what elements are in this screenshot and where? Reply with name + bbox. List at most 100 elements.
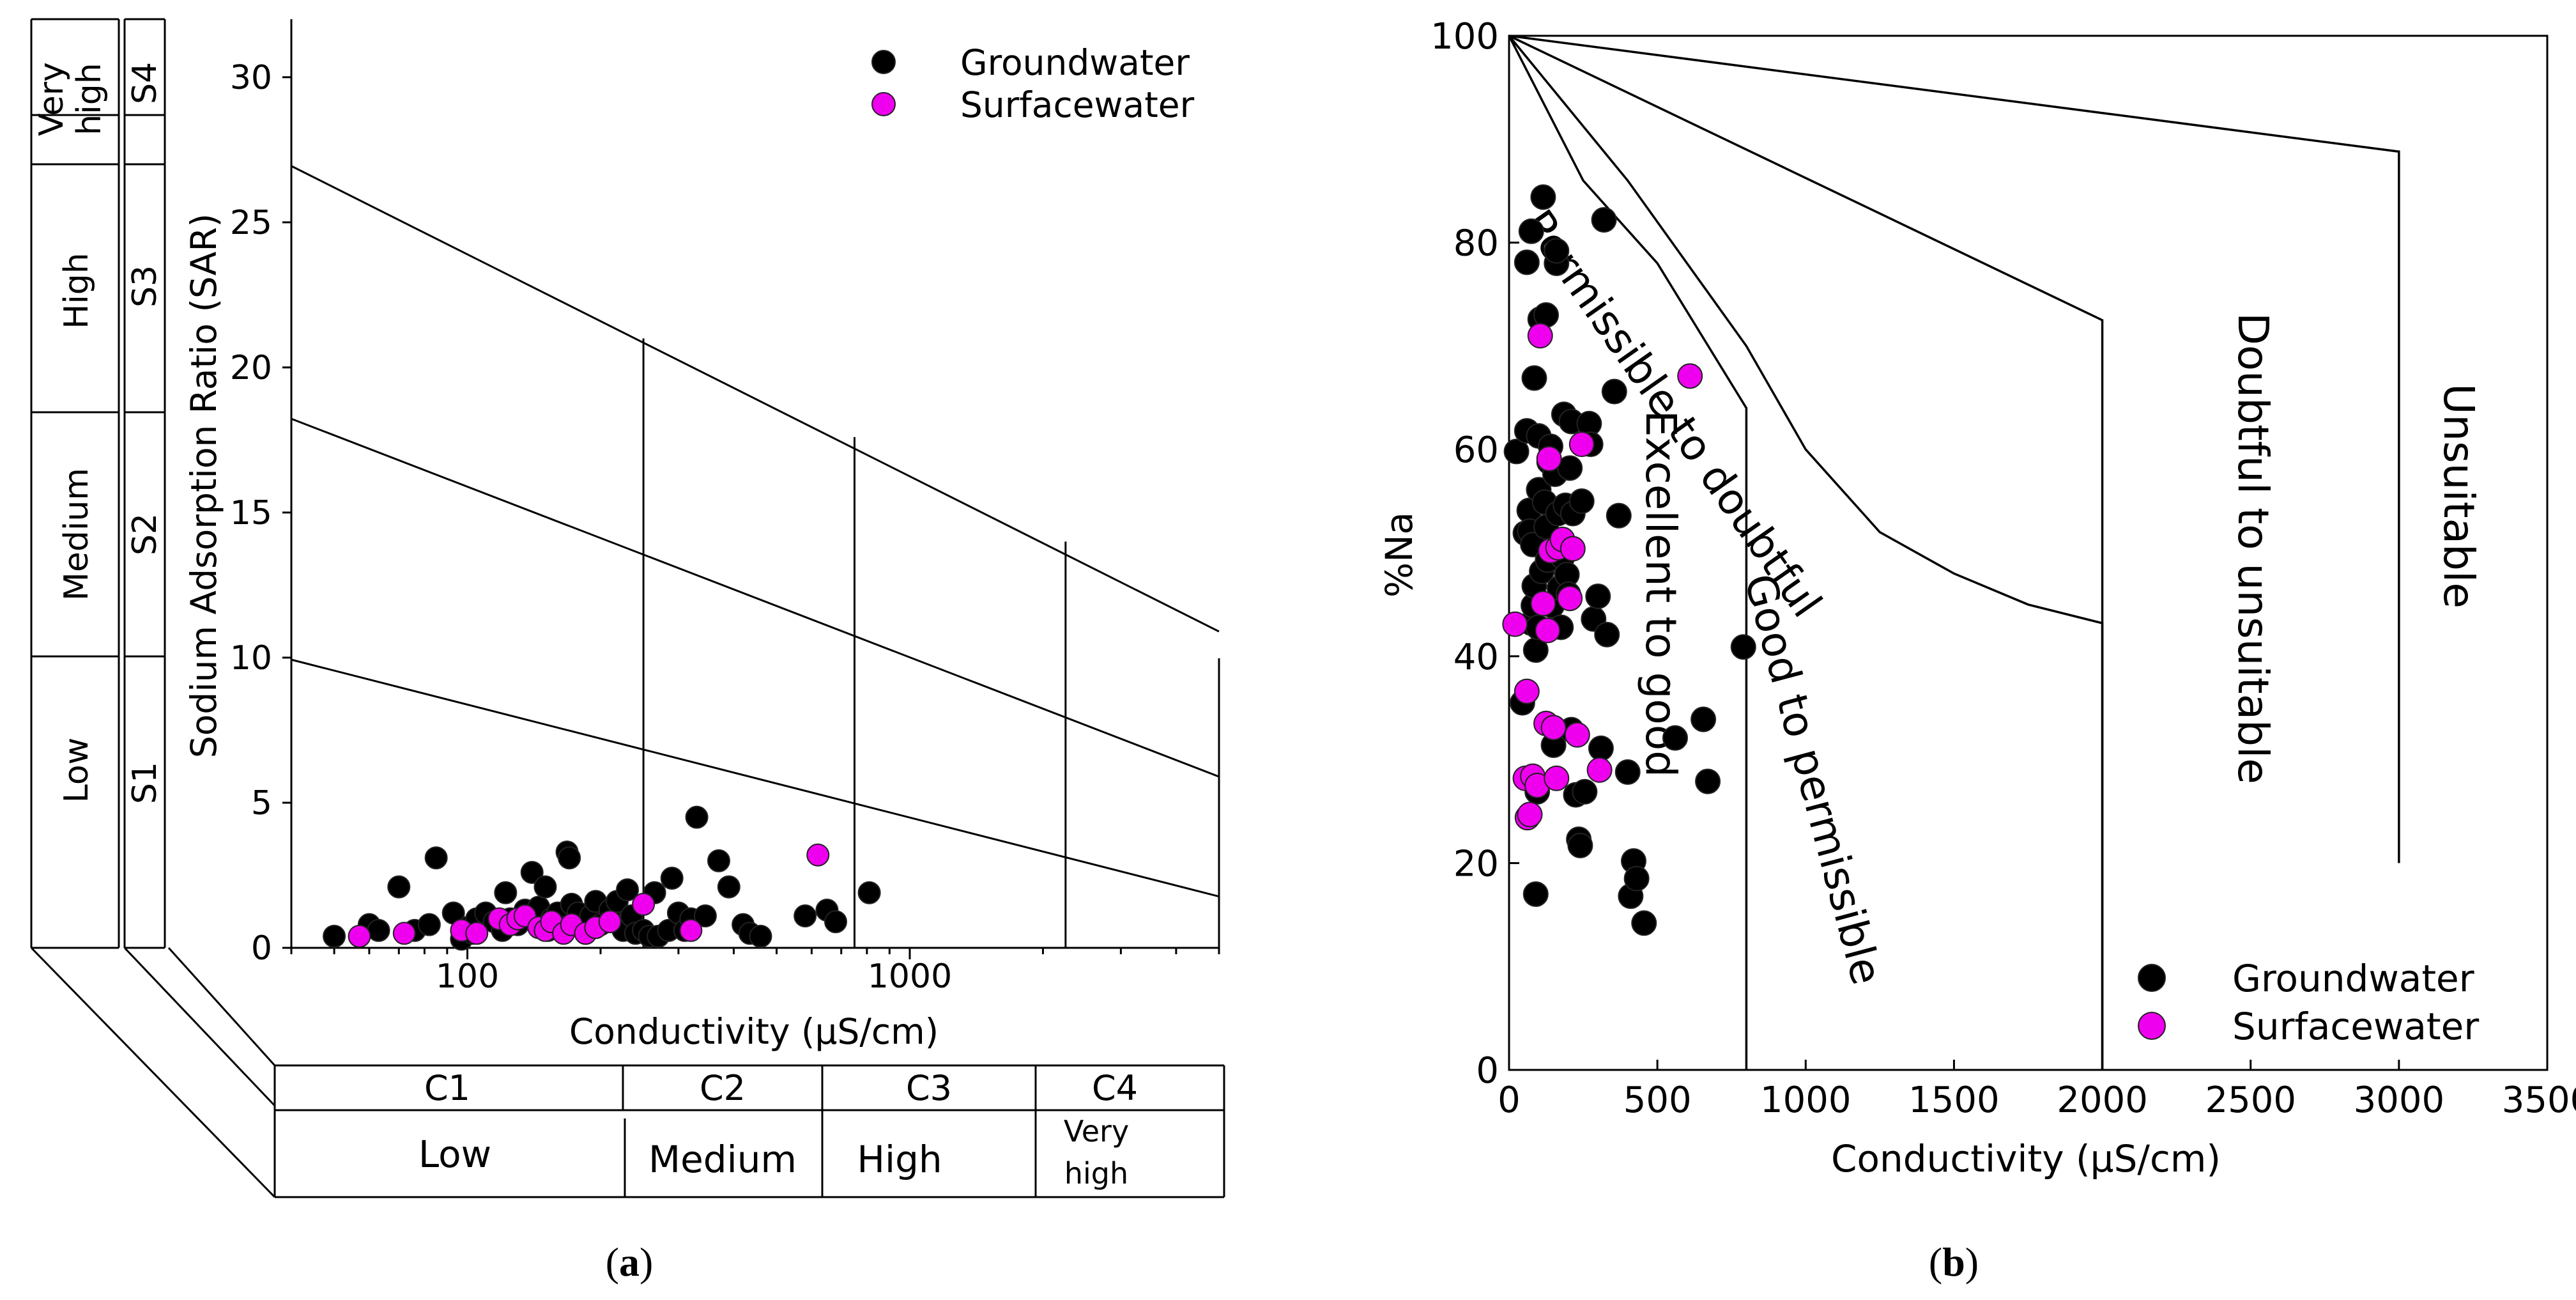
y-tick-label-30: 30	[230, 59, 272, 97]
point-b-surfacewater-8	[1530, 591, 1556, 617]
y-tick-label-b-100: 100	[1430, 16, 1499, 58]
point-b-surfacewater-0	[1502, 611, 1528, 637]
sar-class-line-2	[291, 417, 1220, 778]
plot-b-x-axis-label: Conductivity (μS/cm)	[1831, 1137, 2221, 1180]
point-b-surfacewater-14	[1544, 765, 1570, 791]
salinity-class-C3-desc: High	[857, 1138, 942, 1181]
plot-b-data-points	[1502, 184, 1756, 936]
plot-a-axis-ticks: 0 5 10 15 20 25 30 100 1000	[230, 59, 1220, 996]
x-tick-label-b-2500: 2500	[2205, 1079, 2296, 1121]
point-b-groundwater-53	[1585, 583, 1611, 609]
caption-a: (a)	[606, 1239, 654, 1285]
point-b-groundwater-48	[1568, 488, 1595, 515]
point-a-groundwater-27	[558, 846, 581, 870]
y-tick-label-b-0: 0	[1476, 1050, 1499, 1092]
point-a-groundwater-50	[685, 805, 709, 829]
panel-a: Very high S4 High S3 Medium S2 Low S1 C1…	[30, 18, 1225, 1285]
plot-a-x-axis-label: Conductivity (μS/cm)	[569, 1011, 939, 1052]
point-b-groundwater-67	[1730, 634, 1756, 660]
point-b-groundwater-49	[1572, 778, 1598, 805]
sodium-class-S3-code: S3	[126, 265, 164, 307]
point-a-groundwater-21	[533, 875, 557, 899]
point-a-surfacewater-1	[392, 922, 416, 945]
x-tick-label-b-3000: 3000	[2354, 1079, 2445, 1121]
panel-b: 0204060801000500100015002000250030003500…	[1377, 16, 2576, 1285]
point-b-surfacewater-13	[1540, 715, 1567, 741]
plot-a-frame	[290, 19, 1220, 949]
sodium-class-S3-desc: High	[57, 252, 96, 329]
point-b-groundwater-56	[1594, 621, 1620, 647]
point-b-groundwater-65	[1690, 706, 1717, 732]
class-table-connector-lines	[30, 947, 276, 1198]
class-boundary-curve-4	[1508, 35, 2400, 863]
point-b-groundwater-8	[1518, 218, 1544, 244]
point-b-groundwater-4	[1514, 249, 1540, 275]
point-b-surfacewater-10	[1535, 617, 1561, 644]
class-boundary-curve-1	[1508, 35, 1748, 1070]
legend-a-groundwater-label: Groundwater	[960, 42, 1190, 83]
point-a-groundwater-0	[323, 924, 346, 948]
plot-a-y-axis-label: Sodium Adsorption Ratio (SAR)	[183, 213, 224, 758]
plot-a-data-points	[323, 805, 881, 951]
point-b-surfacewater-2	[1514, 678, 1540, 704]
point-a-surfacewater-18	[806, 843, 830, 867]
point-a-groundwater-52	[707, 849, 731, 872]
y-tick-label-25: 25	[230, 204, 272, 242]
salinity-class-table: C1 C2 C3 C4 Low Medium High Very high	[275, 1064, 1225, 1198]
salinity-class-C1-desc: Low	[418, 1133, 491, 1176]
point-b-groundwater-66	[1695, 768, 1721, 794]
sodium-class-S4-code: S4	[126, 62, 164, 104]
x-tick-label-b-2000: 2000	[2057, 1079, 2148, 1121]
salinity-class-C4-desc-line1: Very	[1064, 1114, 1129, 1149]
point-b-groundwater-21	[1530, 184, 1556, 210]
plot-a-class-lines	[291, 165, 1220, 948]
y-tick-label-b-40: 40	[1453, 637, 1499, 678]
x-tick-label-b-1500: 1500	[1908, 1079, 2000, 1121]
point-a-groundwater-6	[424, 846, 448, 870]
point-a-groundwater-15	[494, 881, 518, 904]
point-a-groundwater-60	[857, 881, 881, 904]
y-tick-label-10: 10	[230, 639, 272, 677]
sodium-class-S2-desc: Medium	[57, 468, 96, 601]
point-b-groundwater-57	[1601, 378, 1627, 405]
point-a-surfacewater-15	[598, 910, 622, 934]
point-b-groundwater-54	[1588, 735, 1614, 761]
point-a-groundwater-46	[660, 867, 684, 890]
point-b-groundwater-59	[1614, 759, 1641, 785]
x-tick-label-b-500: 500	[1623, 1079, 1692, 1121]
x-tick-label-b-0: 0	[1498, 1079, 1521, 1121]
y-tick-label-b-60: 60	[1453, 429, 1499, 471]
point-a-groundwater-2	[367, 918, 390, 942]
point-a-surfacewater-0	[348, 924, 371, 948]
plot-b-legend: Groundwater Surfacewater	[2138, 957, 2479, 1048]
point-b-groundwater-0	[1503, 438, 1529, 465]
legend-b-surfacewater-marker	[2138, 1012, 2166, 1040]
y-tick-label-b-20: 20	[1453, 843, 1499, 885]
point-a-groundwater-53	[717, 875, 740, 899]
plot-b-axis-ticks: 0204060801000500100015002000250030003500	[1430, 16, 2576, 1121]
point-a-groundwater-57	[793, 904, 817, 928]
sodium-class-S4-label: Very high S4	[33, 62, 164, 136]
sodium-class-S1-desc: Low	[57, 738, 96, 803]
legend-a-groundwater-marker	[871, 50, 896, 74]
region-label-excellent-to-good: Excellent to good	[1636, 410, 1685, 777]
sodium-class-S4-desc-line2: high	[70, 63, 109, 135]
x-tick-label-100: 100	[436, 957, 499, 996]
class-boundary-curve-2	[1508, 35, 2104, 1070]
point-b-surfacewater-21	[1586, 757, 1613, 783]
sodium-class-S4-desc-line1: Very	[33, 62, 71, 136]
point-b-groundwater-63	[1631, 910, 1657, 936]
legend-b-surfacewater-label: Surfacewater	[2232, 1005, 2479, 1048]
point-b-groundwater-64	[1662, 725, 1688, 751]
sar-class-line-3	[291, 658, 1220, 898]
class-boundary-curve-3	[1508, 35, 2104, 1070]
point-b-groundwater-47	[1567, 832, 1593, 858]
salinity-class-C3-code: C3	[906, 1068, 952, 1108]
sodium-class-S1-code: S1	[126, 762, 164, 804]
caption-b: (b)	[1929, 1239, 1979, 1285]
point-a-surfacewater-17	[679, 918, 703, 942]
legend-a-surfacewater-label: Surfacewater	[960, 84, 1195, 125]
salinity-class-C4-code: C4	[1092, 1068, 1138, 1108]
point-b-surfacewater-18	[1560, 536, 1586, 562]
region-label-doubtful-to-unsuitable: Doubtful to unsuitable	[2228, 313, 2278, 784]
